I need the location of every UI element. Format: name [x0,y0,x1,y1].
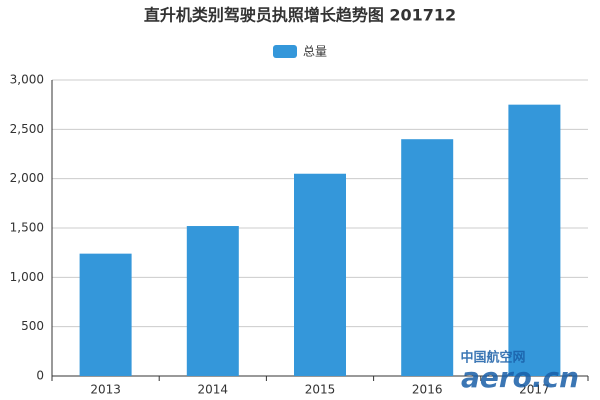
y-tick-label: 2,000 [10,171,44,185]
bar [401,139,454,376]
y-tick-label: 1,500 [10,221,44,235]
bar [508,104,561,377]
x-tick-label: 2016 [412,383,443,397]
chart-title: 直升机类别驾驶员执照增长趋势图 201712 [144,6,456,25]
bar [186,226,239,376]
x-tick-label: 2015 [305,383,336,397]
legend-label: 总量 [303,45,327,59]
y-tick-label: 500 [21,319,44,333]
x-tick-label: 2014 [198,383,229,397]
watermark-text: 中国航空网 [460,350,525,366]
bar [79,253,132,376]
bar [294,173,346,376]
legend-swatch [273,45,297,58]
y-tick-label: 3,000 [10,73,44,87]
watermark: 中国航空网 aero.cn [460,350,579,395]
x-tick-label: 2017 [519,383,550,397]
y-tick-label: 0 [36,369,44,383]
y-tick-label: 2,500 [10,122,44,136]
y-tick-label: 1,000 [10,270,44,284]
watermark-text: aero.cn [461,361,579,394]
x-tick-label: 2013 [90,383,121,397]
